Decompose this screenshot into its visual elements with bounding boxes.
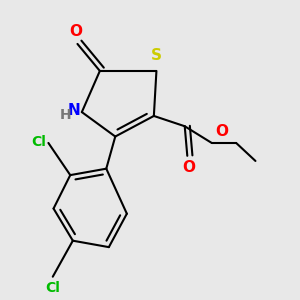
Text: O: O (216, 124, 229, 139)
Text: S: S (151, 48, 162, 63)
Text: Cl: Cl (31, 135, 46, 149)
Text: O: O (70, 24, 83, 39)
Text: N: N (68, 103, 81, 118)
Text: H: H (59, 108, 71, 122)
Text: O: O (182, 160, 195, 175)
Text: Cl: Cl (45, 281, 60, 295)
